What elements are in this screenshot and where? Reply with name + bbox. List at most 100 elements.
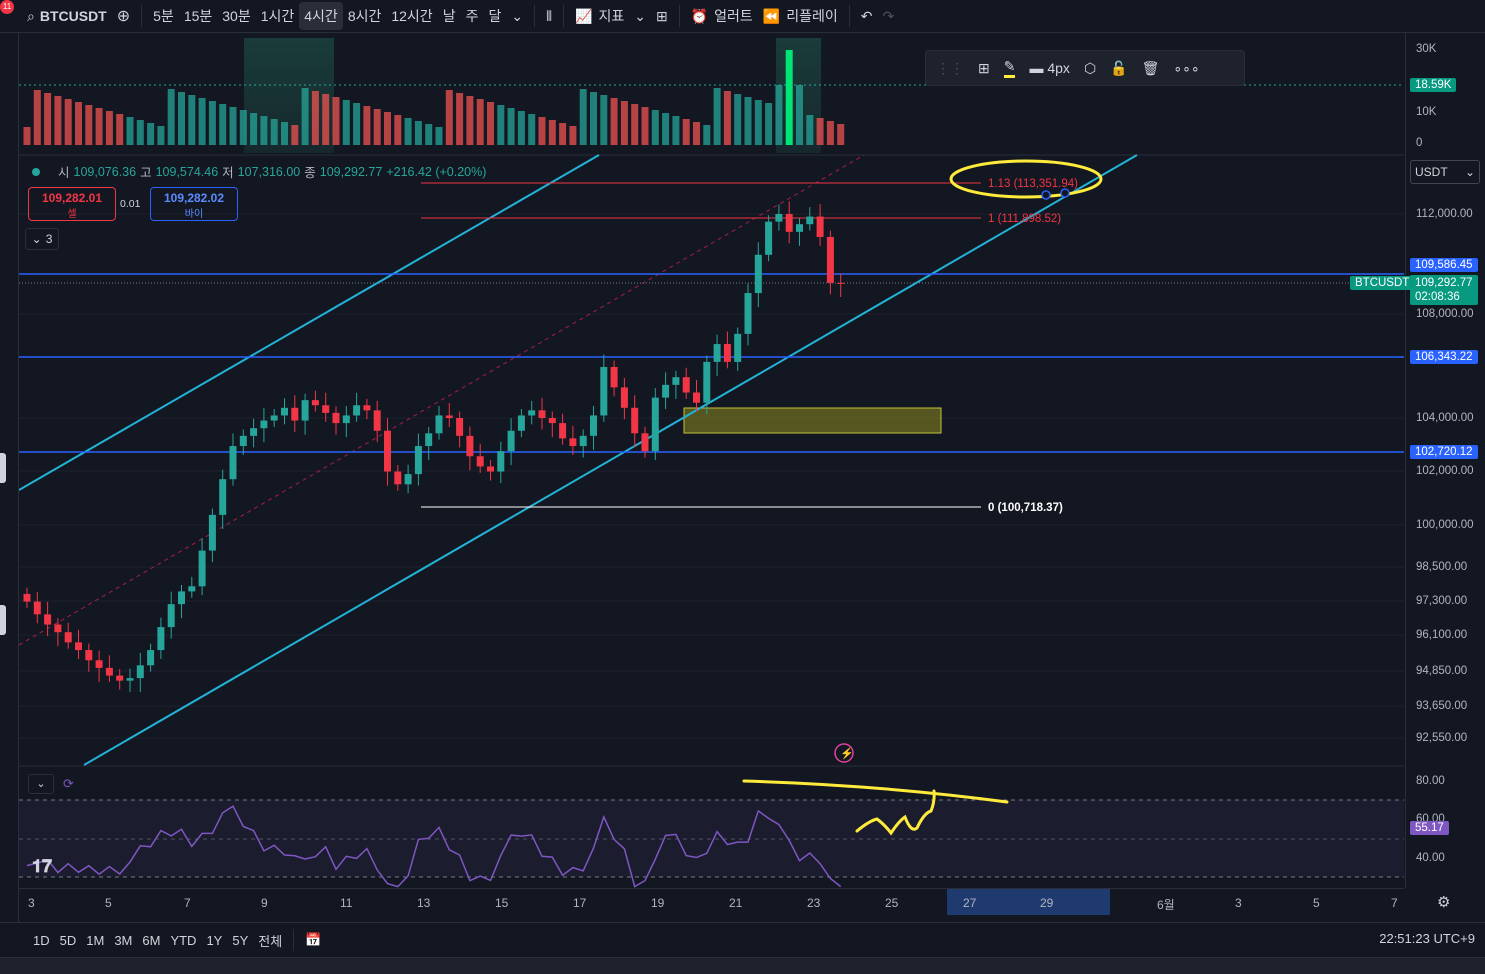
volume-bar bbox=[425, 124, 433, 145]
indicators-button[interactable]: 📈 지표 bbox=[570, 2, 629, 30]
range-5y[interactable]: 5Y bbox=[232, 932, 249, 948]
volume-bar bbox=[796, 85, 803, 145]
drag-handle-icon[interactable]: ⋮⋮ bbox=[936, 59, 964, 76]
price-axis[interactable]: 30K 10K 0 18.59K 112,000.00 108,000.00 1… bbox=[1405, 33, 1485, 888]
freehand-projection[interactable] bbox=[855, 789, 936, 836]
volume-bar bbox=[394, 115, 402, 145]
replay-button[interactable]: ⏪ 리플레이 bbox=[758, 2, 843, 30]
range-ytd[interactable]: YTD bbox=[170, 932, 197, 948]
drawing-handle[interactable] bbox=[1041, 190, 1051, 200]
volume-bar bbox=[95, 108, 103, 145]
volume-bar bbox=[538, 117, 546, 145]
symbol-search-button[interactable]: ⌕ BTCUSDT bbox=[22, 2, 112, 30]
demand-zone-box[interactable] bbox=[683, 407, 942, 434]
line-width-button[interactable]: ▬ 4px bbox=[1029, 60, 1069, 76]
candle-body bbox=[188, 586, 196, 592]
lock-icon[interactable]: 🔓 bbox=[1110, 59, 1128, 76]
time-axis-label: 23 bbox=[807, 896, 821, 910]
interval-5m[interactable]: 5분 bbox=[153, 8, 174, 24]
buy-button[interactable]: 109,282.02 바이 bbox=[150, 187, 238, 221]
volume-bar bbox=[590, 92, 597, 145]
interval-1d[interactable]: 날 bbox=[442, 8, 456, 24]
undo-button[interactable]: ↶ bbox=[856, 2, 878, 30]
time-axis[interactable]: 3 5 7 9 11 13 15 17 19 21 23 25 27 29 6월 3 5 7 bbox=[19, 888, 1404, 915]
rsi-settings-icon[interactable]: ⟳ bbox=[63, 776, 74, 791]
rsi-line bbox=[26, 805, 842, 888]
currency-select[interactable]: USDT ⌄ bbox=[1410, 160, 1480, 184]
trash-icon[interactable]: 🗑 bbox=[1141, 59, 1160, 76]
range-3m[interactable]: 3M bbox=[114, 932, 133, 948]
sell-button[interactable]: 109,282.01 셀 bbox=[28, 187, 116, 221]
bottom-panel-tabs[interactable] bbox=[0, 957, 1485, 974]
highlight-ellipse[interactable] bbox=[949, 159, 1103, 199]
alert-button[interactable]: ⏰ 얼러트 bbox=[686, 2, 758, 30]
range-5d[interactable]: 5D bbox=[59, 932, 77, 948]
rsi-axis-label: 80.00 bbox=[1416, 775, 1445, 787]
open-label: 시 bbox=[58, 166, 70, 180]
interval-1w[interactable]: 주 bbox=[465, 8, 479, 24]
candle-body bbox=[270, 415, 278, 421]
drawing-handle[interactable] bbox=[1060, 188, 1070, 198]
plus-circle-icon: ⊕ bbox=[116, 8, 131, 25]
indicators-collapse-button[interactable]: ⌄ 3 bbox=[25, 228, 59, 250]
time-axis-label: 15 bbox=[495, 896, 509, 910]
time-axis-label: 19 bbox=[651, 896, 665, 910]
price-axis-label: 94,850.00 bbox=[1416, 665, 1468, 677]
goto-date-icon[interactable]: 📅 bbox=[305, 932, 322, 947]
event-flash-icon[interactable] bbox=[834, 743, 854, 763]
candle-body bbox=[497, 451, 505, 472]
close-label: 종 bbox=[304, 166, 316, 180]
interval-15m[interactable]: 15분 bbox=[183, 8, 213, 24]
settings-icon[interactable]: ⬡ bbox=[1083, 59, 1097, 76]
notification-badge[interactable]: 11 bbox=[0, 0, 14, 14]
interval-4h[interactable]: 4시간 bbox=[299, 2, 343, 30]
range-1y[interactable]: 1Y bbox=[206, 932, 223, 948]
candle-body bbox=[301, 400, 309, 421]
candle-body bbox=[363, 405, 371, 411]
chart-type-button[interactable]: ⫴ bbox=[541, 2, 557, 30]
range-1d[interactable]: 1D bbox=[33, 932, 50, 948]
pencil-color-icon[interactable]: ✎ bbox=[1003, 58, 1016, 78]
interval-12h[interactable]: 12시간 bbox=[391, 8, 433, 24]
candle-body bbox=[23, 593, 31, 602]
volume-bar bbox=[281, 122, 288, 145]
channel-mid-line[interactable] bbox=[19, 154, 865, 646]
freehand-trend-line[interactable] bbox=[742, 779, 1009, 804]
channel-lower-line[interactable] bbox=[83, 154, 1138, 766]
add-symbol-button[interactable]: ⊕ bbox=[112, 2, 135, 30]
interval-30m[interactable]: 30분 bbox=[222, 8, 251, 24]
range-1m[interactable]: 1M bbox=[86, 932, 105, 948]
candle-body bbox=[435, 415, 443, 434]
more-icon[interactable]: ∘∘∘ bbox=[1173, 59, 1200, 76]
settings-gear-icon[interactable]: ⚙ bbox=[1437, 894, 1451, 911]
interval-8h[interactable]: 8시간 bbox=[347, 8, 382, 24]
clock[interactable]: 22:51:23 UTC+9 bbox=[1379, 931, 1475, 946]
time-axis-label: 3 bbox=[28, 896, 35, 910]
redo-button[interactable]: ↷ bbox=[877, 2, 899, 30]
time-axis-highlight bbox=[947, 889, 1110, 915]
candle-body bbox=[466, 435, 474, 457]
layout-button[interactable]: ⊞ bbox=[651, 2, 673, 30]
templates-icon[interactable]: ⊞ bbox=[978, 59, 990, 76]
rsi-collapse-button[interactable]: ⌄ bbox=[28, 774, 54, 794]
tool-handle-icon[interactable] bbox=[0, 605, 6, 635]
tool-handle-icon[interactable] bbox=[0, 453, 6, 483]
volume-bar bbox=[198, 98, 206, 145]
interval-1h[interactable]: 1시간 bbox=[260, 8, 295, 24]
grid-lines bbox=[19, 213, 1404, 739]
volume-bar bbox=[723, 91, 731, 145]
sell-price: 109,282.01 bbox=[41, 191, 103, 205]
range-6m[interactable]: 6M bbox=[142, 932, 161, 948]
indicators-dropdown[interactable]: ⌄ bbox=[629, 2, 651, 30]
volume-bar bbox=[54, 96, 62, 145]
candle-body bbox=[641, 433, 649, 452]
candle-body bbox=[826, 236, 834, 283]
candle-body bbox=[332, 412, 340, 424]
channel-upper-line[interactable] bbox=[19, 154, 600, 491]
interval-dropdown[interactable]: ⌄ bbox=[506, 2, 528, 30]
interval-1mo[interactable]: 달 bbox=[488, 8, 502, 24]
chart-canvas[interactable]: 1.13 (113,351.94) 1 (111,898.52) 0 (100,… bbox=[19, 33, 1404, 888]
candle-body bbox=[239, 435, 247, 447]
range-all[interactable]: 전체 bbox=[258, 933, 283, 949]
time-axis-label: 13 bbox=[417, 896, 431, 910]
